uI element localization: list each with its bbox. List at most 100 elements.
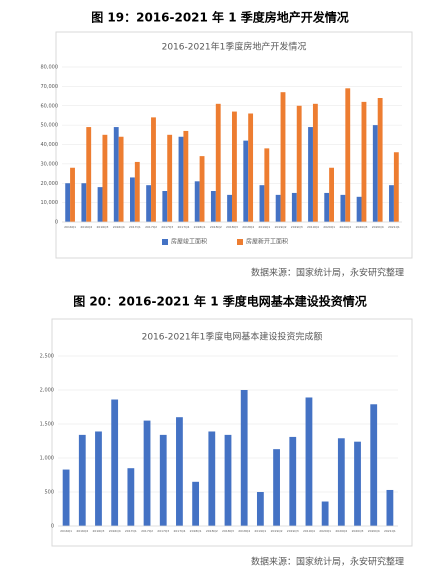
bar: [86, 127, 92, 222]
bar: [386, 489, 394, 526]
bar: [389, 185, 394, 222]
x-tick-label: 2019Q3: [287, 529, 299, 533]
bar: [345, 88, 351, 222]
bar: [113, 127, 119, 222]
y-tick-label: 20,000: [41, 181, 59, 187]
bar: [65, 183, 71, 222]
y-tick-label: 500: [44, 490, 54, 496]
legend-swatch: [237, 239, 243, 245]
bar: [232, 111, 237, 222]
bar: [243, 140, 249, 222]
x-tick-label: 2018Q3: [222, 529, 234, 533]
bar: [70, 167, 75, 222]
y-tick-label: 0: [55, 220, 58, 226]
x-tick-label: 2016Q1: [64, 225, 76, 229]
bar: [227, 194, 232, 222]
bar: [370, 404, 378, 526]
bar: [275, 194, 281, 222]
y-tick-label: 1,500: [40, 422, 54, 428]
x-tick-label: 2016Q2: [80, 225, 92, 229]
y-tick-label: 40,000: [41, 142, 59, 148]
bar: [340, 194, 346, 222]
bar: [215, 103, 221, 222]
bar: [62, 469, 70, 526]
bar: [329, 167, 334, 222]
x-tick-label: 2018Q4: [238, 529, 250, 533]
x-tick-label: 2017Q3: [157, 529, 169, 533]
bar: [159, 434, 167, 526]
bar: [111, 399, 119, 526]
bar: [151, 117, 156, 222]
y-tick-label: 2,500: [40, 354, 54, 360]
x-tick-label: 2016Q4: [113, 225, 125, 229]
bar: [208, 431, 216, 526]
x-tick-label: 2021Q1: [388, 225, 400, 229]
bar: [354, 441, 361, 526]
bar: [224, 434, 232, 526]
x-tick-label: 2016Q2: [76, 529, 88, 533]
x-tick-label: 2016Q1: [60, 529, 72, 533]
x-tick-label: 2021Q1: [384, 529, 396, 533]
bar: [210, 191, 216, 222]
figure-caption: 图 20：2016-2021 年 1 季度电网基本建设投资情况: [73, 294, 367, 309]
bar: [176, 417, 183, 526]
x-tick-label: 2017Q2: [141, 529, 153, 533]
bar: [377, 98, 383, 222]
x-tick-label: 2018Q1: [194, 225, 206, 229]
x-tick-label: 2020Q1: [319, 529, 331, 533]
bar: [289, 436, 297, 526]
y-tick-label: 60,000: [41, 103, 59, 109]
bar: [321, 501, 329, 526]
bar: [130, 177, 135, 222]
bar: [308, 127, 313, 222]
legend-label: 房屋竣工面积: [171, 238, 207, 246]
bar: [97, 187, 103, 222]
chart-title: 2016-2021年1季度电网基本建设投资完成额: [142, 331, 323, 343]
bar: [259, 185, 265, 222]
source-note: 数据来源：国家统计局，永安研究整理: [251, 556, 404, 568]
bar: [372, 125, 378, 222]
x-tick-label: 2020Q1: [323, 225, 335, 229]
y-tick-label: 80,000: [41, 65, 59, 71]
legend-swatch: [162, 239, 168, 245]
bar: [167, 134, 173, 222]
bar: [305, 397, 313, 526]
bar: [361, 101, 367, 222]
x-tick-label: 2018Q3: [226, 225, 238, 229]
bar: [264, 148, 270, 222]
source-note: 数据来源：国家统计局，永安研究整理: [251, 267, 404, 279]
x-tick-label: 2020Q4: [368, 529, 380, 533]
bar: [146, 185, 152, 222]
bar: [134, 161, 140, 222]
bar: [95, 431, 102, 526]
x-tick-label: 2019Q1: [258, 225, 270, 229]
x-tick-label: 2018Q1: [190, 529, 202, 533]
bar: [291, 192, 297, 222]
bar: [296, 105, 302, 222]
bar: [102, 134, 108, 222]
bar: [273, 449, 280, 526]
x-tick-label: 2016Q3: [93, 529, 105, 533]
bar: [280, 92, 286, 222]
bar: [248, 113, 254, 222]
bar: [393, 152, 399, 222]
bar: [337, 438, 345, 526]
x-tick-label: 2017Q2: [145, 225, 157, 229]
bar: [183, 130, 189, 222]
x-tick-label: 2019Q2: [275, 225, 287, 229]
bar: [324, 192, 330, 222]
bar: [199, 156, 205, 222]
x-tick-label: 2016Q3: [97, 225, 109, 229]
x-tick-label: 2017Q1: [125, 529, 137, 533]
x-tick-label: 2019Q4: [303, 529, 315, 533]
bar: [194, 181, 200, 222]
y-tick-label: 70,000: [41, 84, 59, 90]
bar: [192, 481, 200, 526]
x-tick-label: 2020Q3: [352, 529, 364, 533]
x-tick-label: 2019Q4: [307, 225, 319, 229]
bar: [118, 136, 124, 222]
y-tick-label: 10,000: [41, 200, 59, 206]
bar: [78, 434, 86, 526]
